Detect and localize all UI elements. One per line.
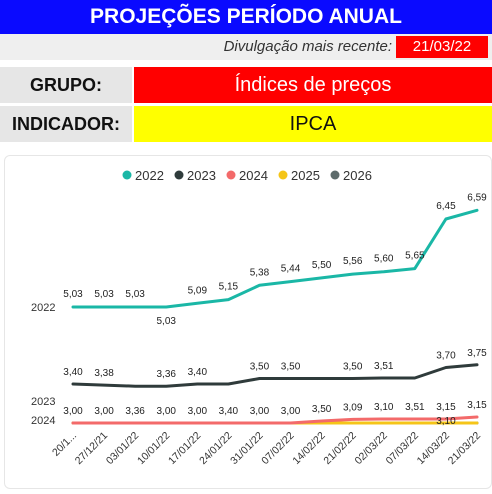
data-label-2022-5: 5,15 xyxy=(219,282,239,293)
x-tick-label-4: 17/01/22 xyxy=(166,430,203,467)
x-tick-label-10: 02/03/22 xyxy=(353,430,390,467)
legend-marker-2026 xyxy=(330,170,340,180)
legend-label-2023: 2023 xyxy=(187,168,216,183)
data-label-2024-5: 3,40 xyxy=(219,406,239,417)
data-label-2022-4: 5,09 xyxy=(188,285,208,296)
x-tick-label-5: 24/01/22 xyxy=(197,430,234,467)
x-tick-label-0: 20/1... xyxy=(50,430,79,459)
data-label-2024-8: 3,50 xyxy=(312,404,332,415)
legend-marker-2025 xyxy=(278,170,288,180)
data-label-2023-6: 3,50 xyxy=(250,362,270,373)
row-label-2024: 2024 xyxy=(31,415,55,427)
data-label-2023-1: 3,38 xyxy=(94,368,114,379)
data-label-2023-4: 3,40 xyxy=(188,367,208,378)
data-label-2023-7: 3,50 xyxy=(281,362,301,373)
data-label-2024-13: 3,15 xyxy=(467,400,487,411)
x-tick-label-1: 27/12/21 xyxy=(73,430,110,467)
data-label-2023-0: 3,40 xyxy=(63,367,83,378)
data-label-2023-9: 3,50 xyxy=(343,362,363,373)
x-tick-label-11: 07/03/22 xyxy=(384,430,421,467)
data-label-2024-0: 3,00 xyxy=(63,406,83,417)
data-label-2022-2: 5,03 xyxy=(125,289,145,300)
legend-label-2025: 2025 xyxy=(291,168,320,183)
data-label-2023-13: 3,75 xyxy=(467,348,487,359)
x-tick-label-13: 21/03/22 xyxy=(446,430,483,467)
x-tick-label-3: 10/01/22 xyxy=(135,430,172,467)
series-line-2023 xyxy=(71,363,479,388)
x-tick-label-7: 07/02/22 xyxy=(259,430,296,467)
data-label-2023-3: 3,36 xyxy=(156,369,176,380)
data-label-2022-3: 5,03 xyxy=(156,316,176,327)
data-label-2024-9: 3,09 xyxy=(343,402,363,413)
data-label-2024-3: 3,00 xyxy=(156,406,176,417)
release-label: Divulgação mais recente: xyxy=(223,38,392,55)
data-label-2022-7: 5,44 xyxy=(281,264,301,275)
group-selector[interactable]: Índices de preços xyxy=(134,67,492,103)
data-label-2024-7: 3,00 xyxy=(281,406,301,417)
release-date: 21/03/22 xyxy=(396,36,488,58)
data-label-2022-12: 6,45 xyxy=(436,201,456,212)
legend-marker-2022 xyxy=(122,170,132,180)
data-label-2024-6: 3,00 xyxy=(250,406,270,417)
data-label-2022-6: 5,38 xyxy=(250,267,270,278)
data-label-2022-8: 5,50 xyxy=(312,260,332,271)
legend-marker-2024 xyxy=(226,170,236,180)
release-row: Divulgação mais recente: 21/03/22 xyxy=(0,34,492,60)
row-label-2022: 2022 xyxy=(31,302,55,314)
row-label-2023: 2023 xyxy=(31,396,55,408)
x-tick-label-2: 03/01/22 xyxy=(104,430,141,467)
data-label-2024-4: 3,00 xyxy=(188,406,208,417)
group-label: GRUPO: xyxy=(0,67,132,103)
x-tick-label-9: 21/02/22 xyxy=(321,430,358,467)
data-label-2024-1: 3,00 xyxy=(94,406,114,417)
data-label-2022-9: 5,56 xyxy=(343,256,363,267)
legend-label-2024: 2024 xyxy=(239,168,268,183)
data-label-extra-0: 3,10 xyxy=(436,416,456,427)
series-line-2022 xyxy=(71,208,479,309)
data-label-2024-12: 3,15 xyxy=(436,402,456,413)
data-label-2024-10: 3,10 xyxy=(374,402,394,413)
data-label-2022-13: 6,59 xyxy=(467,192,487,203)
data-label-2022-11: 5,65 xyxy=(405,251,425,262)
page-title: PROJEÇÕES PERÍODO ANUAL xyxy=(0,0,492,34)
data-label-2022-1: 5,03 xyxy=(94,289,114,300)
data-label-2024-2: 3,36 xyxy=(125,406,145,417)
data-label-2024-11: 3,51 xyxy=(405,402,425,413)
legend-marker-2023 xyxy=(174,170,184,180)
indicator-selector[interactable]: IPCA xyxy=(134,106,492,142)
x-tick-label-12: 14/03/22 xyxy=(415,430,452,467)
chart-panel: 2022 2023 2024 2025 2026 2022 2023 2024 5,03 5,03… xyxy=(4,155,492,489)
data-label-2023-12: 3,70 xyxy=(436,351,456,362)
legend-label-2026: 2026 xyxy=(343,168,372,183)
indicator-label: INDICADOR: xyxy=(0,106,132,142)
x-tick-label-6: 31/01/22 xyxy=(228,430,265,467)
line-chart: 2022 2023 2024 2025 2026 2022 2023 2024 5,03 5,03… xyxy=(31,168,487,467)
series-line-2024 xyxy=(71,415,479,425)
x-tick-label-8: 14/02/22 xyxy=(290,430,327,467)
data-label-2023-10: 3,51 xyxy=(374,361,394,372)
legend-label-2022: 2022 xyxy=(135,168,164,183)
data-label-2022-10: 5,60 xyxy=(374,254,394,265)
data-label-2022-0: 5,03 xyxy=(63,289,83,300)
